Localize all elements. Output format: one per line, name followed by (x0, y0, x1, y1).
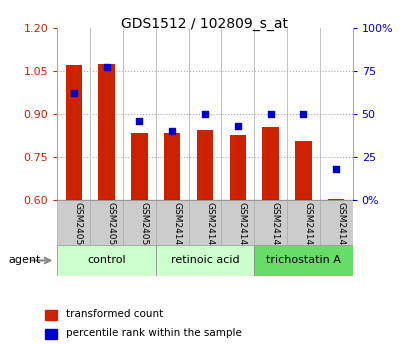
Bar (45, 310, 57, 320)
Bar (164, 132, 180, 200)
Bar (221, 200, 254, 245)
Text: GSM24055: GSM24055 (139, 202, 148, 252)
Point (267, 111, 273, 117)
Text: GSM24146: GSM24146 (270, 202, 279, 251)
Text: GSM24144: GSM24144 (204, 202, 213, 251)
Text: GSM24143: GSM24143 (172, 202, 181, 251)
Bar (155, 200, 188, 245)
Point (169, 128, 175, 134)
Bar (45, 329, 57, 339)
Bar (123, 200, 155, 245)
Bar (229, 136, 245, 200)
Text: control: control (87, 256, 126, 265)
Bar (65, 65, 82, 200)
Text: GSM24147: GSM24147 (303, 202, 312, 251)
Text: retinoic acid: retinoic acid (170, 256, 239, 265)
Point (70, 90, 77, 96)
Point (234, 123, 240, 129)
Point (299, 111, 306, 117)
Point (201, 111, 208, 117)
Text: GSM24148: GSM24148 (335, 202, 344, 251)
Text: GDS1512 / 102809_s_at: GDS1512 / 102809_s_at (121, 17, 288, 31)
Bar (262, 127, 278, 200)
Bar (131, 132, 147, 200)
Text: GSM24145: GSM24145 (237, 202, 246, 251)
Bar (90, 200, 123, 245)
Bar (254, 200, 286, 245)
Bar (254, 245, 352, 276)
Bar (57, 200, 90, 245)
Text: GSM24054: GSM24054 (106, 202, 115, 251)
Point (103, 65, 110, 70)
Text: transformed count: transformed count (66, 309, 163, 319)
Bar (188, 200, 221, 245)
Text: agent: agent (8, 256, 40, 265)
Point (332, 166, 339, 172)
Bar (294, 141, 311, 200)
Bar (155, 245, 254, 276)
Text: GSM24053: GSM24053 (74, 202, 83, 252)
Text: percentile rank within the sample: percentile rank within the sample (66, 328, 242, 338)
Bar (196, 130, 213, 200)
Bar (319, 200, 352, 245)
Point (136, 118, 142, 124)
Bar (98, 63, 115, 200)
Text: trichostatin A: trichostatin A (265, 256, 340, 265)
Bar (327, 199, 344, 200)
Bar (57, 245, 155, 276)
Bar (286, 200, 319, 245)
